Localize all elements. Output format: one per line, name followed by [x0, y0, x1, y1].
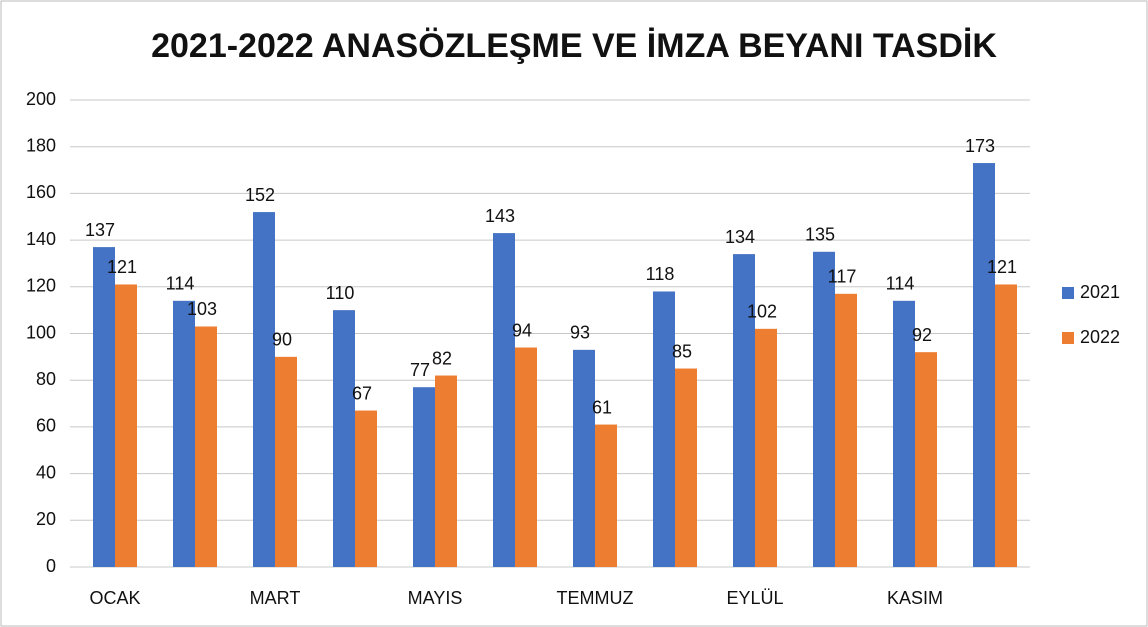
data-label: 117 [828, 267, 857, 287]
y-tick-label: 140 [26, 229, 56, 249]
data-label: 103 [187, 299, 217, 319]
bar [915, 352, 937, 567]
data-label: 85 [672, 341, 692, 361]
data-label: 118 [646, 264, 675, 284]
bar [733, 254, 755, 568]
bar [573, 349, 595, 567]
legend-label: 2022 [1080, 327, 1120, 347]
y-tick-label: 60 [36, 416, 56, 436]
legend-swatch [1062, 287, 1074, 299]
y-tick-label: 100 [26, 322, 56, 342]
chart-title: 2021-2022 ANASÖZLEŞME VE İMZA BEYANI TAS… [151, 27, 997, 65]
data-label: 121 [107, 257, 137, 277]
x-tick-label: TEMMUZ [557, 588, 634, 608]
bar [973, 163, 995, 568]
bar [355, 410, 377, 567]
data-label: 82 [432, 348, 452, 368]
bar [835, 293, 857, 567]
bar [93, 247, 115, 568]
x-tick-label: MART [250, 588, 301, 608]
bar [173, 300, 195, 567]
bar [275, 356, 297, 567]
bar [653, 291, 675, 567]
y-tick-label: 80 [36, 369, 56, 389]
bar [195, 326, 217, 567]
y-tick-label: 160 [26, 182, 56, 202]
data-label: 102 [747, 302, 777, 322]
bar [515, 347, 537, 567]
y-tick-label: 180 [26, 135, 56, 155]
data-label: 90 [272, 330, 292, 350]
y-tick-label: 40 [36, 462, 56, 482]
data-label: 134 [725, 227, 755, 247]
bar [813, 251, 835, 567]
data-label: 143 [485, 206, 515, 226]
data-label: 173 [965, 136, 995, 156]
data-label: 110 [326, 283, 355, 303]
x-tick-label: OCAK [89, 588, 140, 608]
bar [253, 212, 275, 567]
bar [893, 300, 915, 567]
data-label: 77 [410, 360, 430, 380]
bar [435, 375, 457, 567]
legend-label: 2021 [1080, 282, 1120, 302]
bar [413, 387, 435, 567]
data-label: 93 [570, 323, 590, 343]
y-tick-label: 20 [36, 509, 56, 529]
data-label: 92 [912, 325, 932, 345]
x-tick-label: EYLÜL [726, 588, 783, 608]
data-label: 135 [805, 225, 835, 245]
bar [995, 284, 1017, 567]
bar [333, 310, 355, 567]
data-label: 137 [85, 220, 115, 240]
y-tick-label: 0 [46, 556, 56, 576]
data-label: 67 [352, 383, 372, 403]
legend-swatch [1062, 332, 1074, 344]
data-label: 94 [512, 320, 532, 340]
data-label: 114 [166, 274, 195, 294]
data-label: 61 [592, 397, 612, 417]
data-label: 114 [886, 274, 915, 294]
bar [493, 233, 515, 567]
bar [115, 284, 137, 567]
x-tick-label: MAYIS [408, 588, 463, 608]
data-label: 152 [245, 185, 275, 205]
bar [755, 328, 777, 567]
bar [595, 424, 617, 567]
bar [675, 368, 697, 567]
data-label: 121 [987, 257, 1017, 277]
x-tick-label: KASIM [887, 588, 943, 608]
y-tick-label: 120 [26, 276, 56, 296]
y-tick-label: 200 [26, 89, 56, 109]
